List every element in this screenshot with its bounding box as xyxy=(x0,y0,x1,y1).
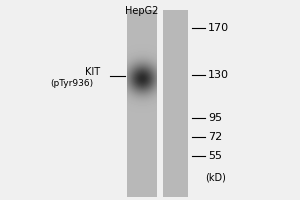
Text: 72: 72 xyxy=(208,132,222,142)
Text: HepG2: HepG2 xyxy=(125,6,159,16)
Text: 170: 170 xyxy=(208,23,229,33)
Text: KIT: KIT xyxy=(85,67,100,77)
Text: (pTyr936): (pTyr936) xyxy=(50,78,93,88)
Text: (kD): (kD) xyxy=(206,173,226,183)
Text: 55: 55 xyxy=(208,151,222,161)
Text: 130: 130 xyxy=(208,70,229,80)
Text: 95: 95 xyxy=(208,113,222,123)
